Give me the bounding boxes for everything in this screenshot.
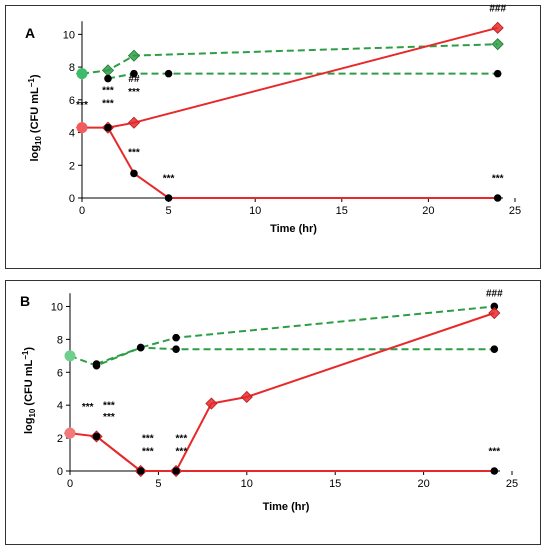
data-point-circle [172,333,180,342]
x-axis-label: Time (hr) [270,223,317,235]
annotation-label: *** [128,147,140,158]
annotation-label: *** [176,433,188,444]
annotation-label: *** [82,402,94,413]
data-point-circle [104,74,112,83]
panel-label: B [20,293,30,309]
data-point-circle [130,169,138,178]
y-tick-label: 10 [51,301,63,313]
x-tick-label: 25 [506,478,518,490]
data-point-diamond [488,306,501,320]
x-tick-label: 10 [249,205,261,217]
panel-b: B 0 5 10 15 20 25 0 2 4 6 8 10 Time (hr) log10 (CFU mL… [20,289,518,513]
data-point-circle [92,360,101,368]
data-point-circle [130,69,138,78]
series-line [82,26,498,129]
annotation-label: *** [76,100,88,111]
data-point-circle [172,345,180,354]
annotation-label: *** [102,98,114,109]
series-line [81,43,498,75]
annotation-label: *** [142,447,154,458]
x-tick-label: 15 [329,478,341,490]
panel-a-frame [5,5,541,269]
x-tick-label: 10 [241,478,253,490]
x-tick-label: 5 [155,478,161,490]
annotation-label: *** [488,447,500,458]
x-tick-label: 15 [336,205,348,217]
start-point-green [76,68,88,80]
x-tick-label: 0 [67,478,73,490]
annotation-label: *** [128,87,140,98]
x-tick-label: 20 [422,205,434,217]
data-point-diamond [491,38,504,51]
panel-label: A [25,25,35,41]
data-point-diamond [101,64,115,77]
annotation-label: *** [176,447,188,458]
y-tick-label: 8 [57,334,63,346]
data-point-circle [493,69,502,78]
annotation-label: ### [489,3,506,14]
data-point-diamond [240,390,253,404]
annotation-label: *** [102,85,114,96]
x-tick-label: 20 [417,478,429,490]
series-line [69,305,495,367]
series-line [96,346,495,365]
annotation-label: *** [142,433,154,444]
annotation-label: *** [163,174,175,185]
start-point-red [64,427,76,439]
annotation-label: *** [103,400,115,411]
start-point-red [76,122,88,134]
data-point-circle [104,123,112,132]
data-point-circle [92,432,101,441]
panel-b-frame [5,280,541,545]
x-tick-label: 25 [509,205,521,217]
y-axis-label: log10 (CFU mL−1) [27,74,43,161]
series-line [107,72,498,80]
annotation-label: ### [486,289,503,300]
x-axis-label: Time (hr) [263,501,310,513]
annotation-label: *** [492,174,504,185]
annotation-label: *** [103,412,115,423]
y-tick-label: 4 [57,400,63,412]
y-tick-label: 4 [69,128,75,140]
data-point-circle [136,343,145,352]
y-tick-label: 6 [69,95,75,107]
series-line [95,435,495,472]
data-point-circle [164,194,173,202]
data-point-diamond [205,397,218,410]
x-tick-label: 0 [79,205,85,217]
y-tick-label: 2 [57,433,63,445]
y-tick-label: 0 [57,466,63,478]
data-point-circle [136,467,145,475]
data-point-circle [490,467,499,475]
panel-a: A 0 5 10 15 20 25 0 2 4 6 8 10 Time (hr) log10 (CFU mL… [25,3,521,235]
series-line [69,312,495,472]
y-tick-label: 6 [57,367,63,379]
data-point-circle [164,69,173,78]
data-point-circle [490,302,499,311]
data-point-diamond [491,21,504,34]
y-tick-label: 10 [63,29,75,41]
y-tick-label: 8 [69,62,75,74]
start-point-green [64,350,76,362]
annotation-label: ## [128,74,140,85]
series-line [107,127,498,199]
y-axis-label: log10 (CFU mL−1) [21,347,37,434]
y-tick-label: 2 [69,160,75,172]
y-tick-label: 0 [69,193,75,205]
data-point-circle [172,467,180,475]
data-point-diamond [127,116,141,129]
data-point-circle [493,194,502,202]
data-point-diamond [127,49,141,62]
x-tick-label: 5 [166,205,172,217]
data-point-circle [490,345,499,354]
